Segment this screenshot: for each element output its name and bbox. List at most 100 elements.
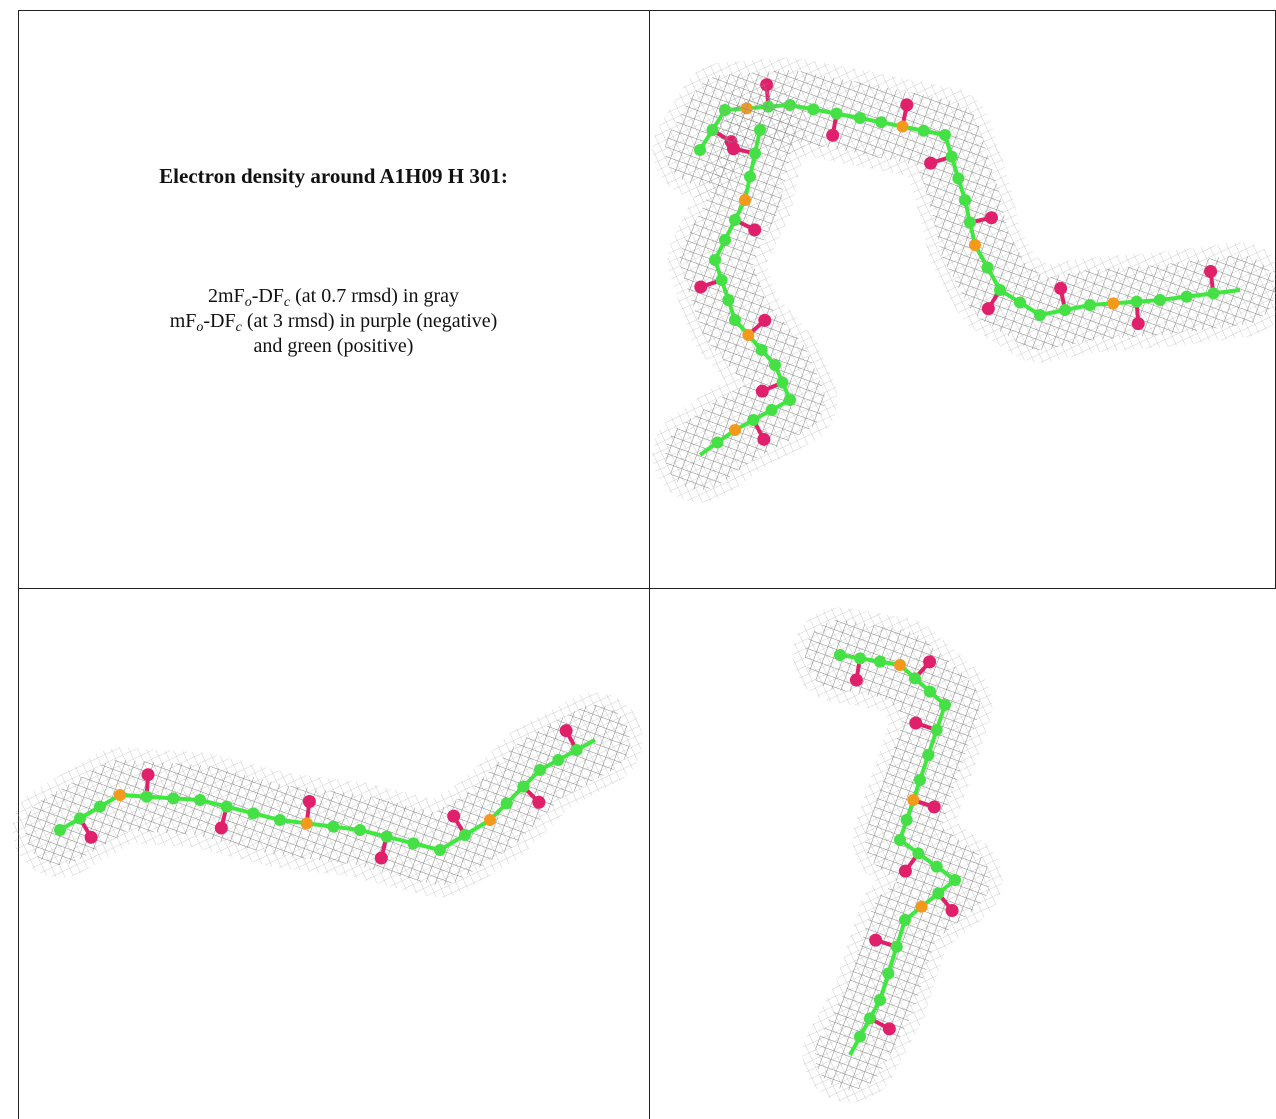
oxygen-atom: [923, 655, 937, 669]
phosphorus-atom: [114, 789, 126, 801]
carbon-atom: [776, 376, 789, 389]
carbon-atom: [744, 170, 756, 183]
carbon-atom: [407, 837, 420, 850]
carbon-atom: [882, 967, 895, 980]
subscript: o: [196, 320, 204, 335]
carbon-atom: [755, 344, 768, 356]
oxygen-atom: [898, 864, 912, 878]
carbon-atom: [552, 754, 565, 766]
carbon-atom: [247, 807, 260, 820]
carbon-atom: [924, 685, 936, 698]
carbon-atom: [140, 790, 153, 803]
carbon-atom: [1034, 309, 1046, 321]
carbon-atom: [722, 294, 735, 306]
oxygen-atom: [1131, 317, 1145, 331]
oxygen-atom: [141, 768, 155, 782]
carbon-atom: [912, 847, 925, 860]
text-run: and green (positive): [253, 335, 414, 357]
carbon-atom: [909, 672, 921, 685]
carbon-atom: [747, 414, 760, 426]
oxygen-atom: [755, 384, 769, 398]
oxygen-atom: [1204, 265, 1218, 279]
text-run: (at 0.7 rmsd) in gray: [290, 285, 459, 307]
oxygen-atom: [694, 280, 708, 294]
carbon-atom: [807, 103, 820, 116]
carbon-atom: [769, 359, 781, 371]
subscript: o: [244, 295, 252, 310]
carbon-atom: [694, 144, 706, 156]
carbon-atom: [1207, 287, 1220, 300]
oxygen-atom: [559, 724, 573, 738]
carbon-atom: [765, 404, 778, 416]
oxygen-atom: [302, 795, 316, 809]
carbon-atom: [1014, 296, 1026, 309]
carbon-atom: [1180, 290, 1193, 303]
phosphorus-atom: [300, 817, 313, 830]
phosphorus-atom: [739, 194, 751, 206]
caption-line: mFo-DFc (at 3 rmsd) in purple (negative): [18, 309, 649, 335]
molecule-renders: [12, 57, 1276, 1103]
carbon-atom: [864, 1012, 876, 1025]
oxygen-atom: [869, 933, 883, 947]
carbon-atom: [784, 394, 796, 406]
carbon-atom: [380, 830, 393, 843]
carbon-atom: [94, 800, 106, 813]
carbon-atom: [899, 914, 911, 926]
phosphorus-atom: [894, 659, 906, 671]
carbon-atom: [729, 314, 741, 326]
carbon-atom: [854, 1030, 866, 1043]
oxygen-atom: [927, 800, 941, 814]
carbon-atom: [354, 824, 366, 836]
carbon-atom: [1130, 295, 1143, 308]
subscript: c: [235, 320, 242, 335]
carbon-atom: [434, 844, 446, 856]
phosphorus-atom: [1107, 297, 1120, 310]
carbon-atom: [570, 744, 583, 756]
phosphorus-atom: [896, 120, 909, 133]
carbon-atom: [220, 800, 233, 813]
carbon-atom: [709, 254, 721, 266]
phosphorus-atom: [729, 424, 741, 436]
oxygen-atom: [374, 851, 388, 865]
carbon-atom: [459, 829, 471, 841]
oxygen-atom: [532, 795, 546, 809]
carbon-atom: [830, 107, 843, 120]
carbon-atom: [711, 436, 724, 449]
caption-lines: 2mFo-DFc (at 0.7 rmsd) in gray mFo-DFc (a…: [18, 284, 649, 359]
bond: [698, 129, 792, 457]
oxygen-atom: [447, 809, 461, 823]
carbon-atom: [1084, 299, 1096, 311]
carbon-atom: [1059, 304, 1071, 316]
carbon-atom: [749, 147, 761, 160]
carbon-atom: [959, 194, 971, 206]
carbon-atom: [834, 649, 846, 661]
carbon-atom: [500, 797, 513, 810]
oxygen-atom: [900, 98, 914, 112]
oxygen-atom: [1054, 281, 1068, 295]
phosphorus-atom: [907, 794, 920, 806]
oxygen-atom: [849, 673, 863, 687]
oxygen-atom: [726, 142, 740, 156]
carbon-atom: [964, 216, 976, 229]
carbon-atom: [274, 814, 286, 826]
carbon-atom: [534, 764, 546, 776]
oxygen-atom: [757, 432, 771, 446]
text-run: mF: [169, 310, 197, 332]
carbon-atom: [952, 172, 965, 185]
carbon-atom: [932, 887, 945, 900]
carbon-atom: [939, 699, 951, 711]
carbon-atom: [729, 214, 741, 226]
oxygen-atom: [84, 830, 98, 844]
carbon-atom: [900, 814, 913, 826]
carbon-atom: [875, 116, 888, 129]
text-run: 2mF: [208, 285, 245, 307]
carbon-atom: [939, 129, 951, 141]
text-run: -DF: [203, 310, 236, 332]
oxygen-atom: [214, 821, 228, 835]
carbon-atom: [945, 150, 958, 163]
phosphorus-atom: [484, 814, 496, 826]
carbon-atom: [930, 724, 943, 736]
caption-title: Electron density around A1H09 H 301:: [159, 164, 508, 188]
carbon-atom: [930, 860, 943, 873]
